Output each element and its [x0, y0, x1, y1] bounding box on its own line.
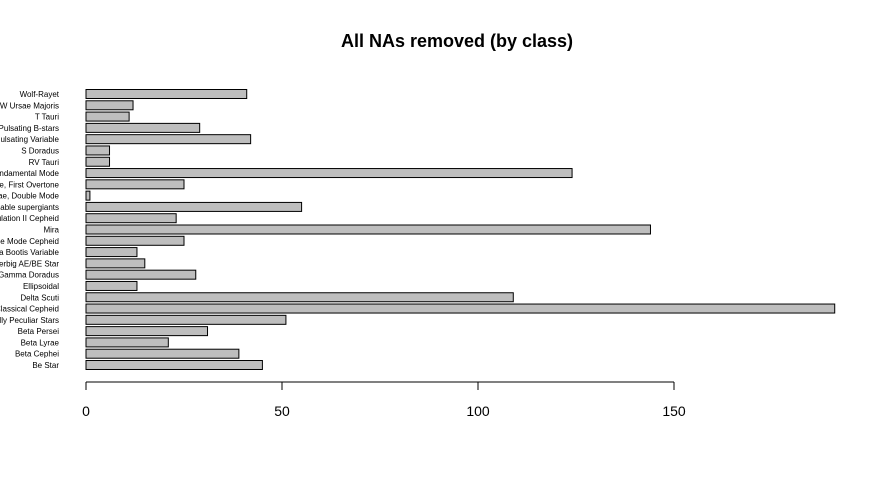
bar	[85, 156, 111, 167]
category-label: RR Lyrae, First Overtone	[0, 180, 60, 189]
bar	[85, 224, 651, 235]
bar	[85, 89, 248, 99]
bar	[85, 292, 514, 303]
category-label: Mira	[43, 226, 59, 235]
bar	[85, 337, 169, 348]
bar	[85, 111, 130, 122]
category-label: RV Tauri	[29, 158, 60, 167]
category-label: T Tauri	[35, 113, 59, 122]
x-tick-label: 150	[662, 403, 686, 419]
bar	[85, 213, 177, 224]
category-label: Lambda Bootis Variable	[0, 248, 60, 257]
category-label: Semiregular Pulsating Variable	[0, 135, 60, 144]
category-label: Ellipsoidal	[23, 282, 59, 291]
category-label: Population II Cepheid	[0, 214, 59, 223]
x-tick-label: 100	[466, 403, 490, 419]
bar	[85, 247, 138, 258]
category-label: Beta Cephei	[15, 350, 59, 359]
category-label: Delta Scuti	[20, 293, 59, 302]
bar	[85, 326, 209, 337]
category-label: Gamma Doradus	[0, 271, 59, 280]
category-label: Chemically Peculiar Stars	[0, 316, 59, 325]
category-label: Periodically variable supergiants	[0, 203, 59, 212]
x-axis: 0 50 100 150	[82, 381, 686, 419]
category-label: Multiple Mode Cepheid	[0, 237, 59, 246]
bar	[85, 122, 201, 133]
category-label: Be Star	[32, 361, 59, 370]
bar	[85, 201, 303, 212]
chart-title: All NAs removed (by class)	[341, 31, 573, 51]
bar	[85, 145, 111, 156]
category-label: Classical Cepheid	[0, 305, 59, 314]
category-label: Slowly Pulsating B-stars	[0, 124, 59, 133]
bar	[85, 100, 134, 111]
category-label: Herbig AE/BE Star	[0, 259, 59, 268]
x-tick-label: 0	[82, 403, 90, 419]
bar	[85, 314, 287, 325]
category-label: Wolf-Rayet	[20, 90, 60, 99]
bar	[85, 190, 91, 201]
bar	[85, 269, 197, 280]
bar	[85, 235, 185, 246]
category-labels: Be Star Beta Cephei Beta Lyrae Beta Persei C…	[0, 90, 60, 370]
bar	[85, 134, 252, 145]
category-label: S Doradus	[21, 146, 59, 155]
bars	[85, 89, 836, 370]
bar	[85, 179, 185, 190]
bar	[85, 360, 263, 370]
category-label: Beta Lyrae	[21, 338, 60, 347]
bar	[85, 168, 573, 179]
category-label: RR Lyrae, Double Mode	[0, 192, 60, 201]
bar	[85, 258, 146, 269]
category-label: Beta Persei	[18, 327, 60, 336]
x-tick-label: 50	[274, 403, 290, 419]
bar	[85, 303, 836, 314]
bar	[85, 348, 240, 359]
bar	[85, 280, 138, 291]
category-label: RR Lyrae, Fundamental Mode	[0, 169, 60, 178]
category-label: W Ursae Majoris	[0, 101, 59, 110]
